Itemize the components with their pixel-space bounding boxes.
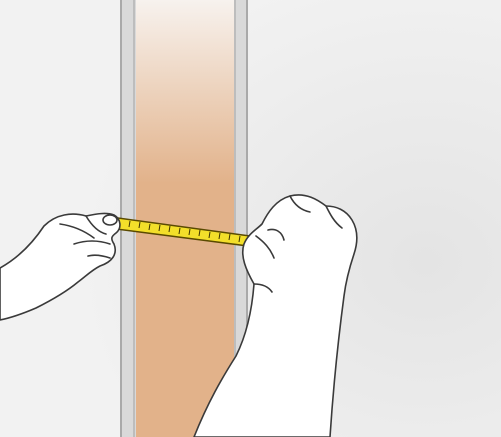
door-opening [136,0,234,437]
left-hand-icon [0,212,121,321]
right-hand-icon [193,194,358,437]
